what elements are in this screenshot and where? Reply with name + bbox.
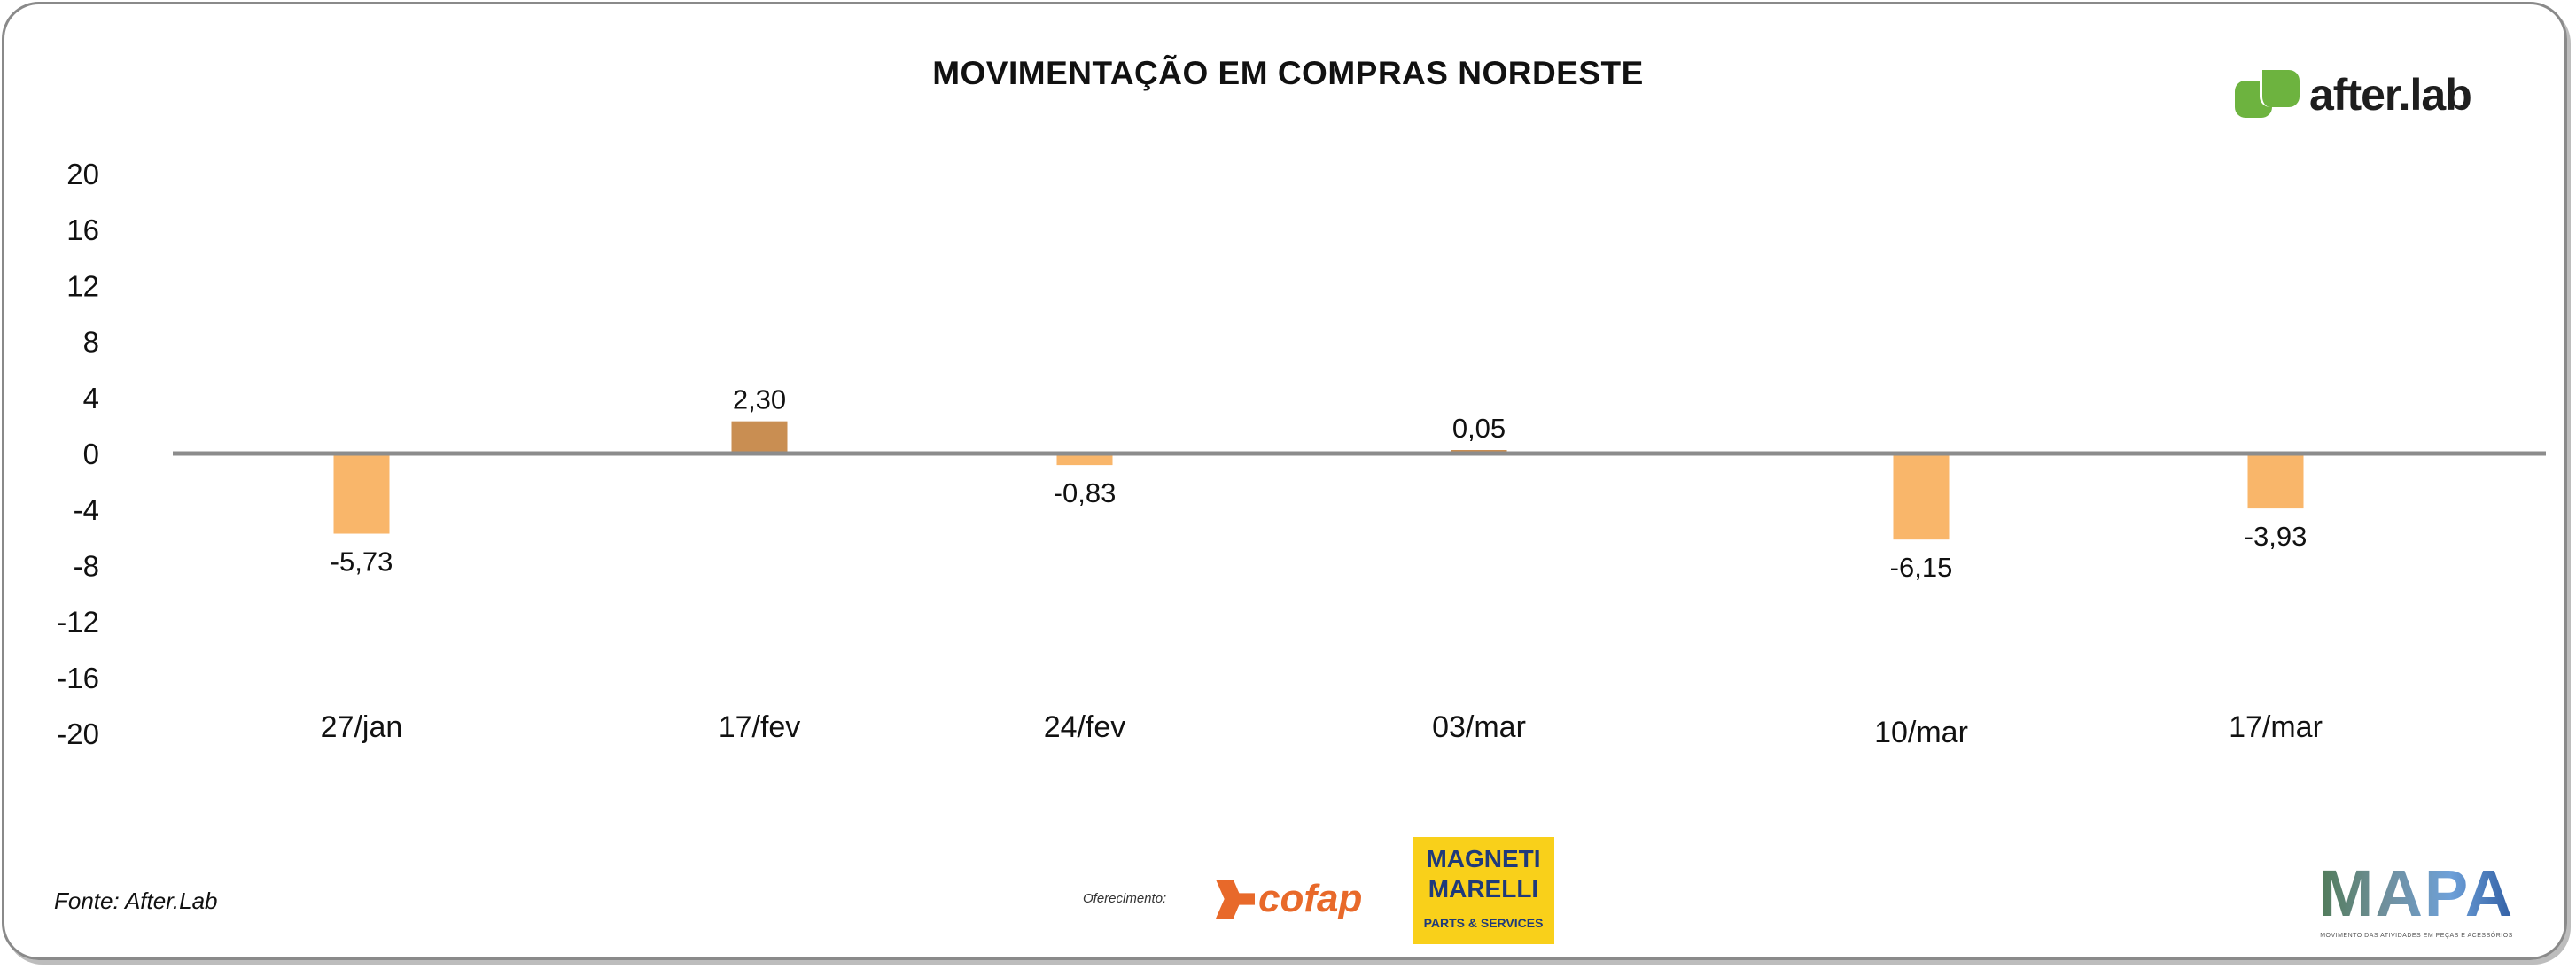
data-label: 2,30	[733, 384, 786, 415]
afterlab-logo-text: after.lab	[2309, 70, 2472, 120]
data-label: -5,73	[331, 547, 393, 578]
afterlab-logo-icon	[2235, 70, 2300, 120]
data-label: -3,93	[2245, 521, 2308, 552]
x-tick-label: 03/mar	[1432, 710, 1526, 744]
chart-title: MOVIMENTAÇÃO EM COMPRAS NORDESTE	[932, 55, 1644, 91]
bar	[2247, 453, 2304, 509]
data-label: -6,15	[1890, 552, 1953, 583]
y-tick-label: 4	[83, 382, 99, 415]
mm-sub: PARTS & SERVICES	[1423, 916, 1544, 930]
cofap-text: cofap	[1258, 877, 1363, 920]
y-tick-label: -8	[74, 549, 99, 582]
bar	[333, 453, 390, 534]
y-tick-label: -12	[57, 606, 99, 639]
y-tick-label: 8	[83, 326, 99, 359]
x-tick-label: 17/fev	[719, 710, 801, 744]
magneti-marelli-logo: MAGNETI MARELLI PARTS & SERVICES	[1413, 837, 1554, 944]
x-tick-label: 10/mar	[1874, 716, 1968, 749]
y-tick-label: -4	[74, 493, 99, 526]
y-tick-label: -16	[57, 662, 99, 694]
y-tick-label: 0	[83, 438, 99, 470]
cofap-logo: cofap	[1216, 877, 1362, 921]
x-tick-label: 17/mar	[2229, 710, 2323, 744]
mapa-logo: MAPA MOVIMENTO DAS ATIVIDADES EM PEÇAS E…	[2315, 857, 2518, 941]
bar	[731, 421, 788, 453]
sponsor-label: Oferecimento:	[1083, 891, 1167, 906]
cofap-x-icon	[1216, 880, 1255, 919]
y-tick-label: 20	[66, 158, 99, 190]
mapa-subtitle: MOVIMENTO DAS ATIVIDADES EM PEÇAS E ACES…	[2320, 933, 2513, 939]
y-tick-label: 12	[66, 269, 99, 302]
bar	[1893, 453, 1950, 540]
mm-line1: MAGNETI	[1426, 845, 1541, 872]
y-tick-label: -20	[57, 717, 99, 750]
data-label: -0,83	[1054, 477, 1117, 508]
mapa-text: MAPA	[2315, 857, 2518, 930]
x-tick-label: 24/fev	[1044, 710, 1126, 744]
source-note: Fonte: After.Lab	[54, 888, 218, 914]
bar	[1056, 453, 1113, 466]
x-tick-label: 27/jan	[321, 710, 403, 744]
mm-line2: MARELLI	[1428, 875, 1539, 903]
data-label: 0,05	[1452, 413, 1506, 444]
afterlab-logo: after.lab	[2235, 69, 2472, 120]
y-tick-label: 16	[66, 213, 99, 246]
